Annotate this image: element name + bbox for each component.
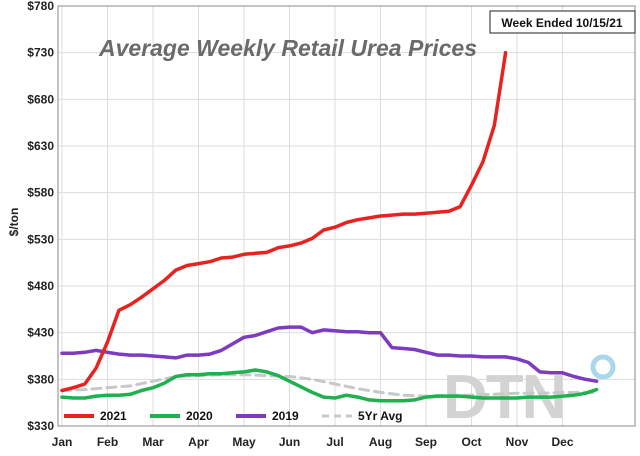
legend-label: 2019: [272, 409, 299, 423]
series-line-2019: [60, 325, 599, 383]
x-tick-label: Jun: [279, 435, 300, 449]
x-tick-label: Apr: [188, 435, 209, 449]
y-axis-label: $/ton: [7, 208, 21, 237]
legend-label: 2020: [186, 409, 213, 423]
series-lines: [60, 50, 599, 403]
x-tick-label: Aug: [369, 435, 392, 449]
y-tick-label: $780: [27, 0, 54, 13]
y-tick-label: $730: [27, 46, 54, 60]
week-ended-box: [489, 10, 636, 34]
series-line-5yr-avg: [60, 373, 599, 398]
series-line-2020: [60, 368, 599, 403]
y-tick-label: $380: [27, 372, 54, 386]
week-ended-label: Week Ended 10/15/21: [501, 16, 623, 30]
x-axis-tick-labels: Jan Feb Mar Apr May Jun Jul Aug Sep Oct Nov Dec: [52, 435, 574, 449]
y-tick-label: $430: [27, 326, 54, 340]
chart-title: Average Weekly Retail Urea Prices: [98, 35, 477, 61]
legend-label: 5Yr Avg: [358, 409, 402, 423]
y-axis-tick-labels: $330 $380 $430 $480 $530 $580 $630 $680 $730 $780: [27, 0, 54, 433]
x-tick-label: Mar: [142, 435, 164, 449]
plot-frame: [57, 5, 636, 427]
x-tick-label: Nov: [506, 435, 529, 449]
legend: 2021 2020 2019 5Yr Avg: [64, 409, 402, 423]
y-tick-label: $330: [27, 419, 54, 433]
x-tick-label: Sep: [415, 435, 437, 449]
series-line-2021: [60, 50, 508, 393]
y-tick-label: $630: [27, 139, 54, 153]
x-tick-label: Jan: [52, 435, 73, 449]
x-tick-label: Oct: [461, 435, 481, 449]
x-tick-label: Dec: [551, 435, 573, 449]
y-tick-label: $530: [27, 232, 54, 246]
watermark-circle-icon: [590, 354, 616, 380]
y-tick-label: $480: [27, 279, 54, 293]
legend-label: 2021: [100, 409, 127, 423]
x-tick-label: Jul: [326, 435, 343, 449]
y-tick-label: $580: [27, 186, 54, 200]
x-tick-label: May: [232, 435, 256, 449]
x-tick-label: Feb: [97, 435, 118, 449]
y-tick-label: $680: [27, 92, 54, 106]
